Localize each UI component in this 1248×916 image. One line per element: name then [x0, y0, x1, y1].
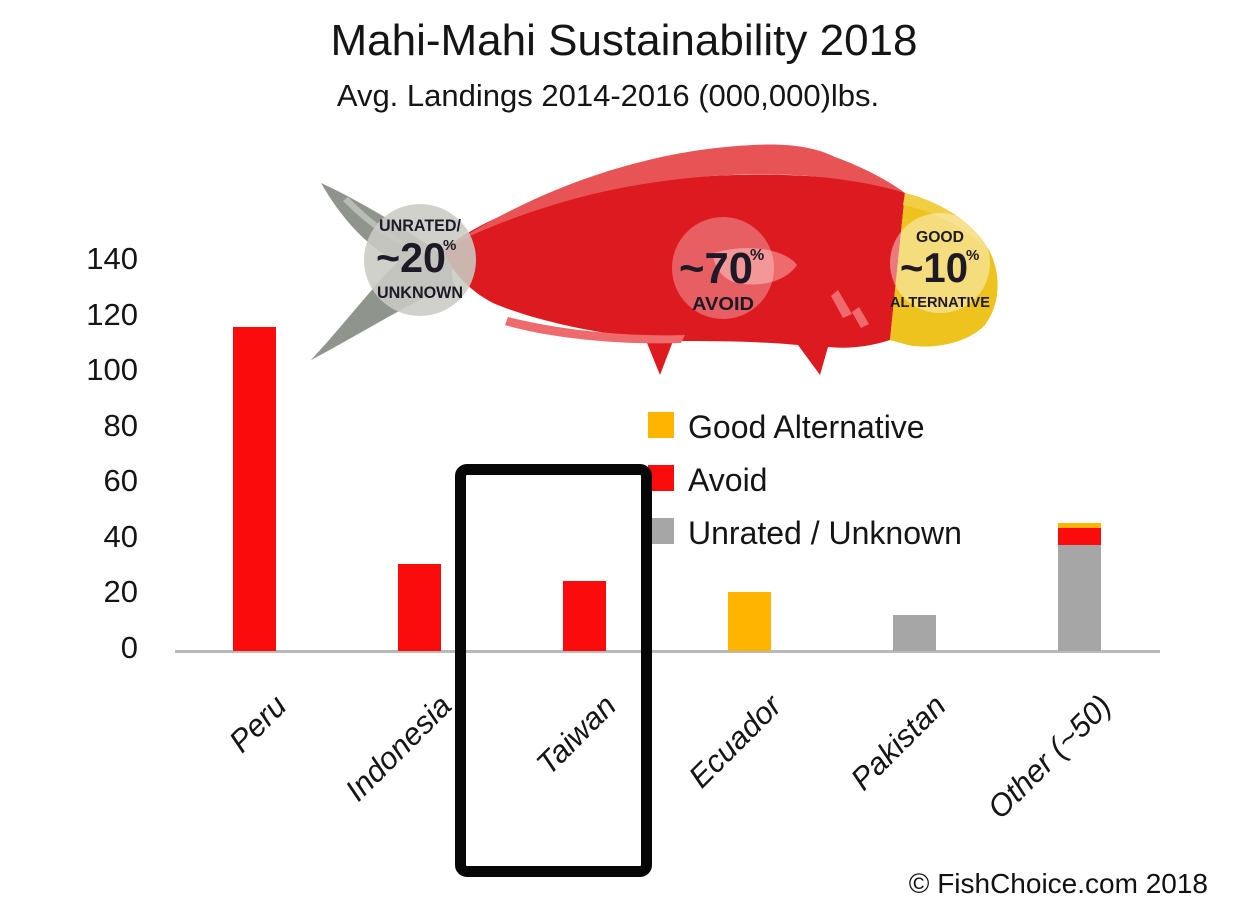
bar-taiwan-avoid	[562, 581, 606, 651]
head-label-pct: ~10	[900, 244, 968, 291]
x-label-indonesia: Indonesia	[338, 688, 459, 808]
chart-subtitle: Avg. Landings 2014-2016 (000,000)lbs.	[336, 78, 880, 113]
legend-label: Avoid	[688, 462, 768, 498]
legend-swatch-avoid	[648, 465, 674, 491]
fish-pectoral-fin	[713, 248, 797, 285]
x-label-other-50-: Other (~50)	[980, 688, 1118, 826]
copyright-credit: © FishChoice.com 2018	[908, 868, 1208, 899]
tail-label-top: UNRATED/	[379, 216, 461, 235]
mahi-mahi-fish-illustration: UNRATED/ ~20 % UNKNOWN ~70 % AVOID GOOD …	[311, 144, 998, 375]
legend-label: Good Alternative	[688, 409, 925, 445]
y-tick-label-20: 20	[103, 574, 138, 610]
legend-label: Unrated / Unknown	[688, 515, 962, 551]
tail-label-bottom: UNKNOWN	[377, 283, 463, 302]
legend-swatch-unrated-unknown	[648, 518, 674, 544]
bar-other-50--avoid	[1057, 528, 1101, 545]
body-label-bottom: AVOID	[692, 294, 754, 314]
bar-peru-avoid	[233, 327, 276, 651]
y-tick-label-60: 60	[103, 463, 138, 499]
head-label-pct-unit: %	[966, 247, 979, 264]
taiwan-highlight-rectangle	[455, 464, 652, 877]
fish-tail-sheen	[343, 197, 433, 255]
y-tick-label-0: 0	[120, 630, 138, 665]
x-axis-line	[175, 650, 1160, 653]
body-label-pct-unit: %	[750, 247, 764, 264]
y-tick-label-40: 40	[103, 518, 138, 554]
head-label-circle	[890, 213, 990, 313]
x-label-peru: Peru	[222, 688, 294, 760]
x-label-pakistan: Pakistan	[844, 688, 953, 797]
fish-belly-streak	[505, 317, 685, 344]
y-tick-label-140: 140	[86, 241, 138, 277]
fish-dorsal-fin	[443, 144, 905, 250]
bar-pakistan-unrated-unknown	[892, 614, 936, 651]
fish-body-mark-2	[852, 307, 869, 328]
fish-head-sheen	[903, 193, 986, 247]
x-label-ecuador: Ecuador	[681, 688, 788, 795]
head-label-top: GOOD	[916, 229, 964, 246]
tail-label-pct: ~20	[376, 234, 446, 281]
bar-other-50--unrated-unknown	[1057, 544, 1101, 651]
y-tick-label-80: 80	[103, 407, 138, 443]
y-tick-label-120: 120	[86, 296, 138, 332]
fish-body-mark-1	[831, 290, 852, 318]
bar-indonesia-avoid	[397, 564, 441, 651]
bar-ecuador-good-alternative	[727, 592, 771, 651]
tail-label-pct-unit: %	[443, 237, 456, 254]
body-label-circle	[672, 217, 774, 319]
body-label-pct: ~70	[679, 244, 753, 293]
bar-other-50--good-alternative	[1057, 522, 1101, 529]
legend-swatch-good-alternative	[648, 412, 674, 438]
fish-body-segment	[443, 174, 905, 375]
y-tick-label-100: 100	[86, 352, 138, 388]
head-label-bottom: ALTERNATIVE	[890, 294, 990, 311]
tail-label-circle	[364, 204, 476, 316]
chart-title: Mahi-Mahi Sustainability 2018	[330, 16, 918, 65]
